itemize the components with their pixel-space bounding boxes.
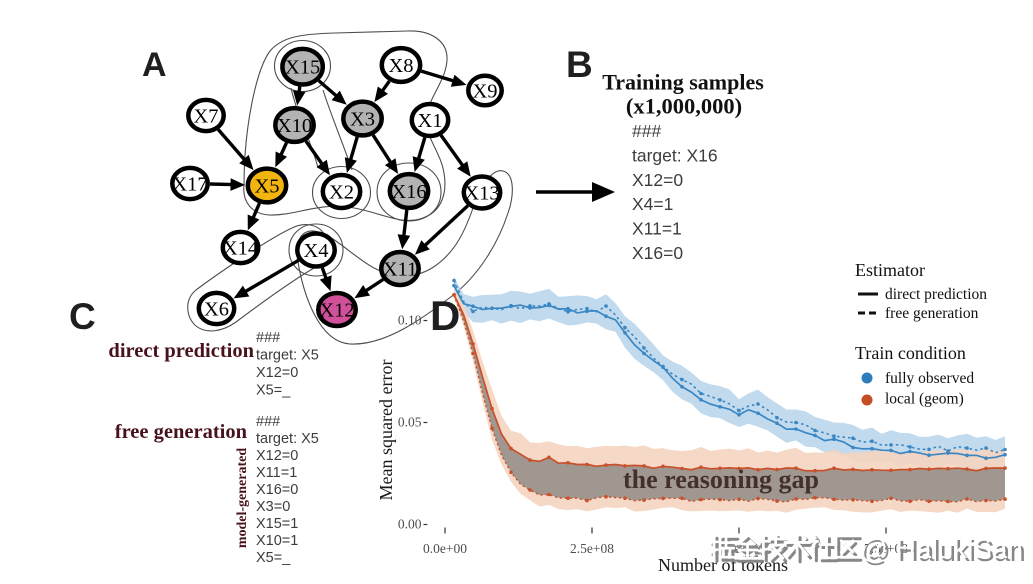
- svg-text:0.00: 0.00: [398, 517, 422, 532]
- svg-text:local (geom): local (geom): [885, 391, 964, 408]
- svg-text:X11: X11: [383, 259, 418, 281]
- svg-text:target: X5: target: X5: [256, 431, 319, 447]
- svg-text:A: A: [142, 46, 167, 84]
- svg-text:Mean squared error: Mean squared error: [376, 360, 396, 501]
- svg-text:X13: X13: [464, 183, 499, 205]
- svg-text:X6: X6: [204, 299, 229, 321]
- svg-text:X5: X5: [254, 176, 279, 198]
- svg-text:model-generated: model-generated: [235, 448, 250, 549]
- svg-text:0.0e+00: 0.0e+00: [423, 541, 467, 556]
- svg-text:X5=_: X5=_: [256, 383, 291, 399]
- svg-text:direct prediction: direct prediction: [108, 340, 254, 362]
- svg-text:X10: X10: [277, 115, 312, 137]
- svg-text:X10=1: X10=1: [256, 533, 298, 549]
- svg-text:X15=1: X15=1: [256, 516, 298, 532]
- svg-text:X12=0: X12=0: [256, 448, 298, 464]
- svg-text:X1: X1: [417, 110, 442, 132]
- svg-text:X17: X17: [172, 174, 207, 196]
- svg-text:Train condition: Train condition: [855, 343, 966, 363]
- svg-text:Training samples: Training samples: [602, 70, 764, 95]
- svg-text:X4: X4: [303, 240, 328, 262]
- svg-text:X3=0: X3=0: [256, 499, 290, 515]
- svg-text:(x1,000,000): (x1,000,000): [626, 94, 742, 119]
- svg-text:X16: X16: [391, 181, 426, 203]
- svg-text:X16=0: X16=0: [632, 243, 683, 263]
- svg-text:C: C: [69, 296, 96, 337]
- svg-text:###: ###: [632, 121, 661, 141]
- svg-text:@ HalukiSan: @ HalukiSan: [862, 536, 1025, 568]
- svg-text:7.5e+08: 7.5e+08: [864, 541, 908, 556]
- svg-text:###: ###: [256, 330, 280, 346]
- svg-text:X3: X3: [350, 109, 375, 131]
- svg-text:fully observed: fully observed: [885, 370, 974, 387]
- svg-text:the reasoning gap: the reasoning gap: [623, 465, 819, 494]
- svg-text:free generation: free generation: [885, 305, 979, 322]
- svg-text:direct prediction: direct prediction: [885, 286, 987, 303]
- svg-text:X2: X2: [329, 182, 354, 204]
- svg-text:X14: X14: [223, 238, 258, 260]
- svg-text:X11=1: X11=1: [256, 465, 297, 481]
- svg-text:X12=0: X12=0: [256, 365, 298, 381]
- svg-text:B: B: [566, 44, 593, 85]
- svg-text:Estimator: Estimator: [855, 260, 925, 280]
- svg-text:X5=_: X5=_: [256, 550, 291, 566]
- svg-text:X16=0: X16=0: [256, 482, 298, 498]
- svg-text:X12=0: X12=0: [632, 170, 683, 190]
- svg-text:X7: X7: [193, 106, 218, 128]
- svg-text:target: X16: target: X16: [632, 145, 718, 165]
- svg-text:2.5e+08: 2.5e+08: [570, 541, 614, 556]
- svg-text:X12: X12: [319, 300, 354, 322]
- svg-text:X15: X15: [285, 57, 320, 79]
- svg-text:target: X5: target: X5: [256, 348, 319, 364]
- svg-text:X11=1: X11=1: [632, 219, 682, 239]
- svg-text:0.10: 0.10: [398, 313, 422, 328]
- svg-text:free generation: free generation: [115, 421, 248, 443]
- svg-text:@ HalukiSan: @ HalukiSan: [859, 533, 1022, 565]
- svg-text:0.05: 0.05: [398, 415, 422, 430]
- svg-text:X9: X9: [472, 81, 497, 103]
- svg-text:X4=1: X4=1: [632, 194, 673, 214]
- svg-text:###: ###: [256, 414, 280, 430]
- svg-text:X8: X8: [388, 55, 413, 77]
